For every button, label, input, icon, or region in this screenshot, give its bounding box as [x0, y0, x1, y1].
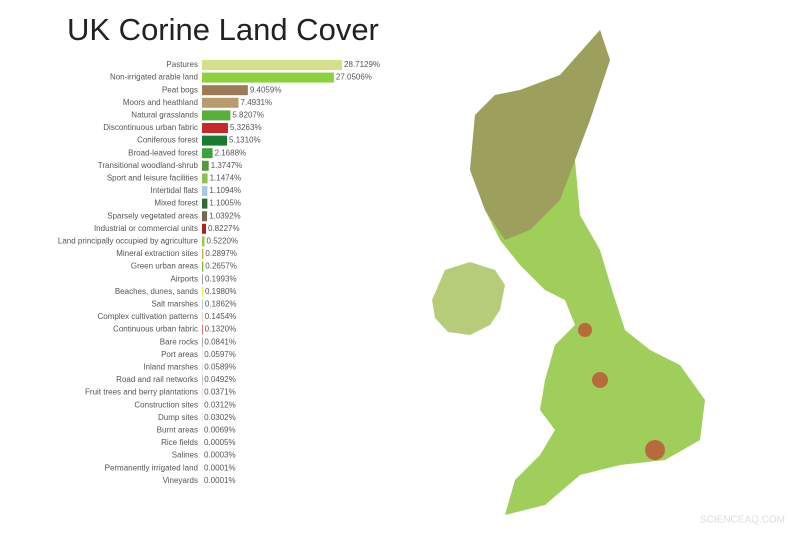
bar — [202, 274, 203, 284]
bar — [202, 123, 228, 133]
category-label: Permanently irrigated land — [105, 463, 198, 472]
value-label: 1.1094% — [209, 186, 241, 195]
bar — [202, 236, 205, 246]
category-label: Natural grasslands — [131, 111, 198, 120]
bar — [202, 312, 203, 322]
value-label: 5.3263% — [230, 123, 262, 132]
bar — [202, 173, 208, 183]
category-label: Rice fields — [161, 438, 198, 447]
category-label: Mineral extraction sites — [116, 249, 198, 258]
category-label: Construction sites — [134, 400, 198, 409]
bar — [202, 287, 203, 297]
watermark: SCIENCEAQ.COM — [700, 515, 785, 526]
value-label: 0.0312% — [204, 400, 236, 409]
bar — [202, 60, 342, 70]
category-label: Peat bogs — [162, 85, 198, 94]
category-label: Fruit trees and berry plantations — [85, 388, 198, 397]
value-label: 0.0492% — [204, 375, 236, 384]
value-label: 0.0841% — [204, 337, 236, 346]
value-label: 1.0392% — [209, 211, 241, 220]
category-label: Salt marshes — [151, 300, 198, 309]
category-label: Bare rocks — [160, 337, 198, 346]
highlands — [470, 30, 610, 240]
category-label: Intertidal flats — [150, 186, 198, 195]
bar — [202, 249, 203, 259]
value-label: 27.0506% — [336, 73, 372, 82]
category-label: Transitional woodland-shrub — [98, 161, 199, 170]
value-label: 0.1993% — [205, 274, 237, 283]
bar — [202, 262, 203, 272]
category-label: Discontinuous urban fabric — [103, 123, 198, 132]
value-label: 9.4059% — [250, 85, 282, 94]
category-label: Beaches, dunes, sands — [115, 287, 198, 296]
category-label: Inland marshes — [143, 363, 198, 372]
value-label: 0.5220% — [207, 237, 239, 246]
value-label: 7.4931% — [241, 98, 273, 107]
urban — [592, 372, 608, 388]
value-label: 5.1310% — [229, 136, 261, 145]
bar — [202, 199, 207, 209]
category-label: Pastures — [166, 60, 198, 69]
value-label: 0.1980% — [205, 287, 237, 296]
value-label: 0.2897% — [205, 249, 237, 258]
value-label: 0.1862% — [205, 300, 237, 309]
value-label: 0.2657% — [205, 262, 237, 271]
urban — [645, 440, 665, 460]
bar — [202, 299, 203, 309]
category-label: Salines — [172, 451, 198, 460]
category-label: Dump sites — [158, 413, 198, 422]
category-label: Sparsely vegetated areas — [107, 211, 198, 220]
category-label: Vineyards — [163, 476, 198, 485]
value-label: 0.0001% — [204, 463, 236, 472]
bar — [202, 98, 239, 108]
category-label: Road and rail networks — [116, 375, 198, 384]
value-label: 0.0589% — [204, 363, 236, 372]
bar — [202, 186, 207, 196]
bar — [202, 110, 230, 120]
category-label: Mixed forest — [154, 199, 198, 208]
bar — [202, 224, 206, 234]
value-label: 0.0003% — [204, 451, 236, 460]
value-label: 5.8207% — [232, 111, 264, 120]
category-label: Continuous urban fabric — [113, 325, 198, 334]
category-label: Land principally occupied by agriculture — [58, 237, 199, 246]
value-label: 0.1454% — [205, 312, 237, 321]
category-label: Burnt areas — [157, 426, 198, 435]
value-label: 1.1474% — [210, 174, 242, 183]
category-label: Broad-leaved forest — [128, 148, 199, 157]
bar — [202, 85, 248, 95]
map — [432, 30, 705, 515]
value-label: 0.0005% — [204, 438, 236, 447]
category-label: Green urban areas — [131, 262, 198, 271]
category-label: Complex cultivation patterns — [98, 312, 199, 321]
bar — [202, 211, 207, 221]
value-label: 28.7129% — [344, 60, 380, 69]
value-label: 0.0001% — [204, 476, 236, 485]
bar — [202, 136, 227, 146]
bar — [202, 148, 213, 158]
chart-title: UK Corine Land Cover — [67, 12, 379, 47]
category-label: Port areas — [161, 350, 198, 359]
ireland — [432, 262, 505, 335]
bar — [202, 73, 334, 83]
value-label: 0.0371% — [204, 388, 236, 397]
value-label: 1.3747% — [211, 161, 243, 170]
value-label: 2.1688% — [215, 148, 247, 157]
value-label: 1.1005% — [209, 199, 241, 208]
category-label: Airports — [170, 274, 198, 283]
value-label: 0.0302% — [204, 413, 236, 422]
category-label: Moors and heathland — [123, 98, 198, 107]
value-label: 0.0597% — [204, 350, 236, 359]
bar — [202, 325, 203, 335]
value-label: 0.0069% — [204, 426, 236, 435]
category-label: Sport and leisure facilities — [107, 174, 198, 183]
category-label: Industrial or commercial units — [94, 224, 198, 233]
bar — [202, 161, 209, 171]
category-label: Non-irrigated arable land — [110, 73, 198, 82]
urban — [578, 323, 592, 337]
value-label: 0.8227% — [208, 224, 240, 233]
value-label: 0.1320% — [205, 325, 237, 334]
category-label: Coniferous forest — [137, 136, 199, 145]
